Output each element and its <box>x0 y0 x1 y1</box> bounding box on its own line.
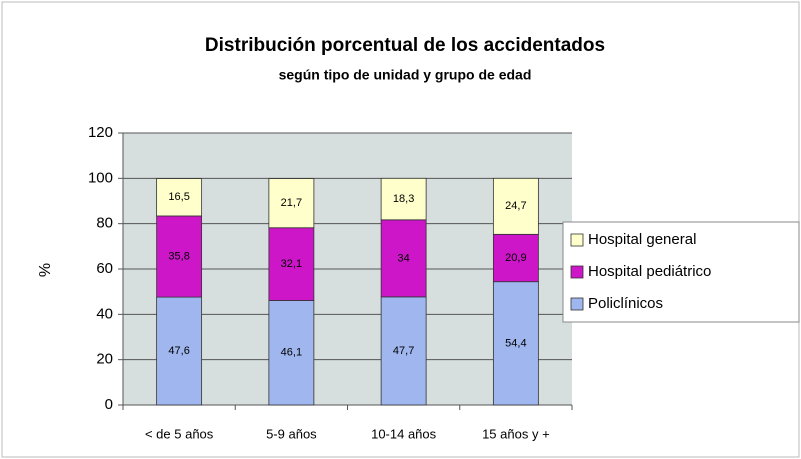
data-label: 18,3 <box>393 193 414 205</box>
bar-segment <box>492 233 539 283</box>
legend-label: Policlínicos <box>588 295 663 312</box>
y-tick-label: 0 <box>105 396 113 413</box>
legend-swatch <box>570 297 584 311</box>
data-label: 46,1 <box>281 347 302 359</box>
bar-segment <box>156 178 203 217</box>
y-tick-label: 40 <box>96 305 113 322</box>
data-label: 34 <box>398 252 410 264</box>
legend-label: Hospital pediátrico <box>588 263 711 280</box>
bar-segment <box>492 177 539 235</box>
data-label: 47,6 <box>168 345 189 357</box>
data-label: 54,4 <box>505 337 526 349</box>
y-tick-label: 120 <box>88 124 113 141</box>
y-tick-label: 60 <box>96 260 113 277</box>
y-tick-label: 100 <box>88 169 113 186</box>
legend-swatch <box>570 265 584 279</box>
y-axis-label: % <box>37 263 54 277</box>
data-label: 35,8 <box>168 250 189 262</box>
data-label: 47,7 <box>393 345 414 357</box>
chart-subtitle: según tipo de unidad y grupo de edad <box>279 67 532 83</box>
bar-segment <box>156 215 203 298</box>
bar-segment <box>380 219 427 298</box>
data-label: 21,7 <box>281 197 302 209</box>
x-tick-label: 10-14 años <box>371 426 437 441</box>
bar-segment <box>380 296 427 406</box>
chart-title: Distribución porcentual de los accidenta… <box>205 35 605 56</box>
x-tick-label: < de 5 años <box>145 426 214 441</box>
bar-segment <box>268 178 315 229</box>
legend-box <box>562 221 800 323</box>
data-label: 16,5 <box>168 191 189 203</box>
bar-segment <box>268 227 315 301</box>
x-tick-label: 5-9 años <box>266 426 317 441</box>
data-label: 20,9 <box>505 252 526 264</box>
legend-label: Hospital general <box>588 231 696 248</box>
bar-segment <box>268 300 315 406</box>
bar-segment <box>380 177 427 221</box>
data-label: 32,1 <box>281 258 302 270</box>
data-label: 24,7 <box>505 200 526 212</box>
y-tick-label: 80 <box>96 215 113 232</box>
x-tick-label: 15 años y + <box>482 426 550 441</box>
bar-segment <box>492 281 539 406</box>
legend-swatch <box>570 233 584 247</box>
bar-segment <box>156 296 203 406</box>
y-tick-label: 20 <box>96 351 113 368</box>
